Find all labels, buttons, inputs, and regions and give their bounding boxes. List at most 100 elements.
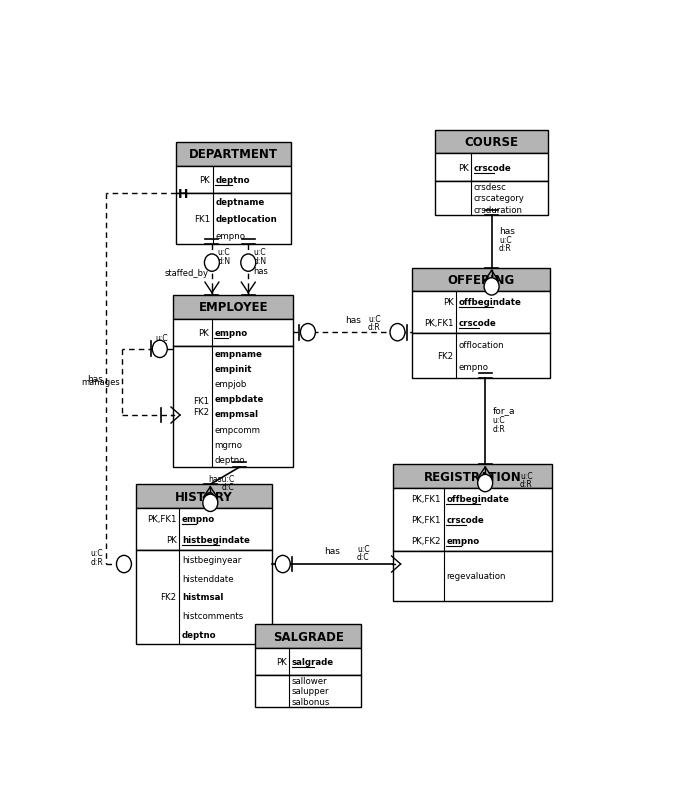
Text: histcomments: histcomments (182, 611, 244, 620)
Text: PK,FK1: PK,FK1 (147, 514, 177, 523)
Text: u:C: u:C (254, 247, 266, 256)
Text: FK2: FK2 (437, 352, 453, 361)
Circle shape (241, 255, 256, 272)
Circle shape (300, 324, 315, 342)
Circle shape (477, 475, 493, 492)
Text: d:R: d:R (499, 244, 512, 253)
Bar (255, 648, 361, 675)
Text: u:C: u:C (493, 415, 505, 424)
Bar (136, 550, 272, 644)
Bar (393, 551, 552, 601)
Text: offlocation: offlocation (459, 341, 504, 350)
Text: d:R: d:R (493, 424, 505, 433)
Text: HISTORY: HISTORY (175, 490, 233, 503)
Text: u:C: u:C (90, 549, 103, 557)
Text: d:N: d:N (217, 257, 230, 265)
Text: crsduration: crsduration (474, 206, 523, 215)
Text: FK2: FK2 (161, 593, 177, 602)
Bar (173, 296, 293, 319)
Text: hasu:C: hasu:C (208, 474, 235, 483)
Text: d:C: d:C (357, 553, 370, 561)
Text: u:C: u:C (520, 472, 533, 480)
Bar (173, 319, 293, 346)
Text: manages: manages (81, 378, 119, 387)
Text: regevaluation: regevaluation (446, 572, 506, 581)
Bar (393, 465, 552, 488)
Bar (393, 488, 552, 551)
Text: d:R: d:R (90, 557, 103, 566)
Text: crscode: crscode (474, 164, 511, 172)
Text: PK,FK1: PK,FK1 (411, 516, 441, 525)
Text: for_a: for_a (493, 406, 515, 415)
Text: empno: empno (459, 363, 489, 372)
Text: crscode: crscode (459, 319, 497, 328)
Text: empmsal: empmsal (215, 410, 258, 419)
Text: PK,FK2: PK,FK2 (411, 537, 441, 545)
Text: PK,FK1: PK,FK1 (424, 319, 453, 328)
Text: offbegindate: offbegindate (459, 298, 522, 307)
Text: u:C: u:C (499, 235, 512, 245)
Text: SALGRADE: SALGRADE (273, 630, 344, 642)
Text: d:R: d:R (520, 480, 533, 488)
Text: empno: empno (446, 537, 480, 545)
Bar (136, 508, 272, 550)
Text: DEPARTMENT: DEPARTMENT (189, 148, 278, 161)
Bar (435, 181, 549, 216)
Text: salupper: salupper (292, 687, 329, 695)
Circle shape (203, 495, 218, 512)
Text: u:C: u:C (368, 314, 381, 323)
Text: salbonus: salbonus (292, 697, 330, 706)
Text: REGISTRATION: REGISTRATION (424, 470, 521, 483)
Text: COURSE: COURSE (464, 136, 519, 149)
Text: deptname: deptname (215, 197, 264, 207)
Bar (412, 334, 550, 379)
Text: PK: PK (457, 164, 469, 172)
Text: deptno: deptno (215, 176, 250, 184)
Text: staffed_by: staffed_by (165, 269, 208, 277)
Text: has: has (345, 315, 361, 324)
Text: salgrade: salgrade (292, 657, 334, 666)
Text: FK1
FK2: FK1 FK2 (193, 397, 209, 417)
Bar (255, 625, 361, 648)
Text: PK: PK (198, 328, 209, 338)
Text: histenddate: histenddate (182, 573, 234, 583)
Text: PK: PK (276, 657, 286, 666)
Text: H: H (177, 188, 188, 200)
Bar (173, 346, 293, 468)
Text: empno: empno (215, 328, 248, 338)
Text: FK1: FK1 (194, 215, 210, 224)
Text: deptno: deptno (215, 456, 245, 464)
Bar (412, 269, 550, 292)
Text: deptno: deptno (182, 630, 217, 639)
Text: has: has (254, 267, 268, 276)
Circle shape (152, 341, 167, 358)
Circle shape (204, 255, 219, 272)
Text: PK: PK (443, 298, 453, 307)
Text: deptlocation: deptlocation (215, 215, 277, 224)
Bar (435, 131, 549, 154)
Text: sallower: sallower (292, 676, 328, 685)
Text: histbeginyear: histbeginyear (182, 555, 241, 564)
Text: PK: PK (166, 535, 177, 544)
Text: histmsal: histmsal (182, 593, 224, 602)
Circle shape (484, 278, 499, 296)
Text: crscategory: crscategory (474, 194, 524, 203)
Bar (255, 675, 361, 707)
Bar (176, 166, 290, 193)
Text: d:N: d:N (155, 342, 168, 351)
Text: u:C: u:C (357, 545, 370, 553)
Text: crscode: crscode (446, 516, 484, 525)
Text: empno: empno (182, 514, 215, 523)
Circle shape (275, 556, 290, 573)
Text: histbegindate: histbegindate (182, 535, 250, 544)
Text: has: has (499, 227, 515, 236)
Text: empcomm: empcomm (215, 425, 260, 434)
Text: mgrno: mgrno (215, 440, 242, 449)
Text: PK: PK (199, 176, 210, 184)
Circle shape (390, 324, 405, 342)
Text: empbdate: empbdate (215, 395, 264, 403)
Text: empinit: empinit (215, 365, 252, 374)
Text: empname: empname (215, 350, 262, 358)
Text: OFFERING: OFFERING (447, 273, 515, 287)
Bar (136, 484, 272, 508)
